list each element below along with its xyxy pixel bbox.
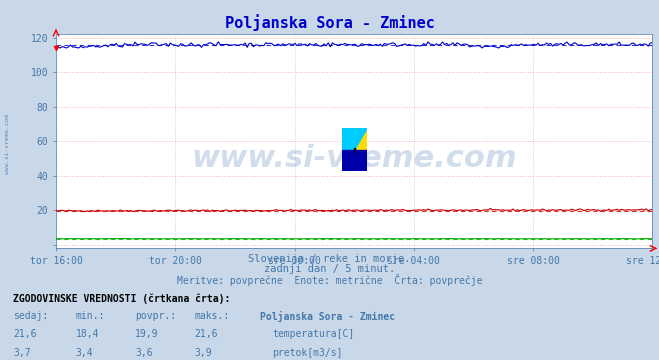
Text: Meritve: povprečne  Enote: metrične  Črta: povprečje: Meritve: povprečne Enote: metrične Črta:…	[177, 274, 482, 286]
Text: www.si-vreme.com: www.si-vreme.com	[191, 144, 517, 173]
Text: povpr.:: povpr.:	[135, 311, 176, 321]
Text: min.:: min.:	[76, 311, 105, 321]
Text: zadnji dan / 5 minut.: zadnji dan / 5 minut.	[264, 264, 395, 274]
Text: 19,9: 19,9	[135, 329, 159, 339]
Bar	[342, 150, 367, 171]
Text: 3,7: 3,7	[13, 348, 31, 358]
Text: maks.:: maks.:	[194, 311, 229, 321]
Text: 18,4: 18,4	[76, 329, 100, 339]
Text: www.si-vreme.com: www.si-vreme.com	[5, 114, 11, 174]
Text: 3,9: 3,9	[194, 348, 212, 358]
Polygon shape	[355, 128, 367, 150]
Bar	[355, 128, 367, 150]
Text: 21,6: 21,6	[194, 329, 218, 339]
Bar	[342, 128, 355, 150]
Text: ZGODOVINSKE VREDNOSTI (črtkana črta):: ZGODOVINSKE VREDNOSTI (črtkana črta):	[13, 293, 231, 304]
Text: 21,6: 21,6	[13, 329, 37, 339]
Text: Poljanska Sora - Zminec: Poljanska Sora - Zminec	[225, 14, 434, 31]
Text: sedaj:: sedaj:	[13, 311, 48, 321]
Text: temperatura[C]: temperatura[C]	[272, 329, 355, 339]
Text: 3,4: 3,4	[76, 348, 94, 358]
Text: pretok[m3/s]: pretok[m3/s]	[272, 348, 343, 358]
Text: 3,6: 3,6	[135, 348, 153, 358]
Text: Slovenija / reke in morje.: Slovenija / reke in morje.	[248, 254, 411, 264]
Text: Poljanska Sora - Zminec: Poljanska Sora - Zminec	[260, 311, 395, 322]
